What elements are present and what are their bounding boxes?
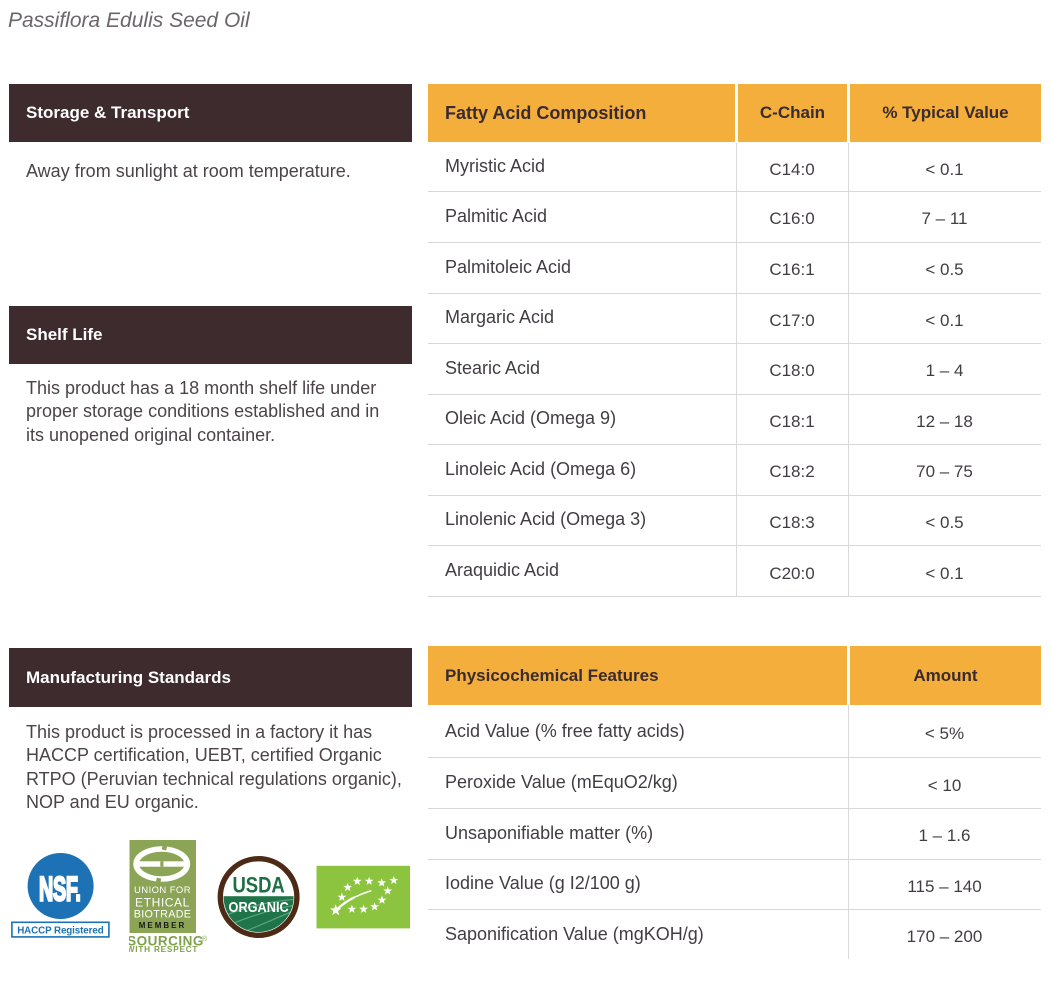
svg-text:MEMBER: MEMBER bbox=[139, 921, 187, 930]
svg-text:ETHICAL: ETHICAL bbox=[135, 895, 190, 909]
svg-text:NSF.: NSF. bbox=[39, 870, 81, 908]
svg-text:BIOTRADE: BIOTRADE bbox=[134, 909, 192, 921]
svg-text:®: ® bbox=[202, 935, 208, 943]
svg-text:UNION FOR: UNION FOR bbox=[134, 885, 191, 896]
svg-text:USDA: USDA bbox=[232, 874, 285, 898]
svg-text:WITH RESPECT: WITH RESPECT bbox=[129, 945, 198, 954]
svg-text:SOURCING: SOURCING bbox=[129, 934, 204, 949]
svg-text:ORGANIC: ORGANIC bbox=[229, 898, 289, 915]
svg-text:HACCP Registered: HACCP Registered bbox=[17, 926, 104, 937]
